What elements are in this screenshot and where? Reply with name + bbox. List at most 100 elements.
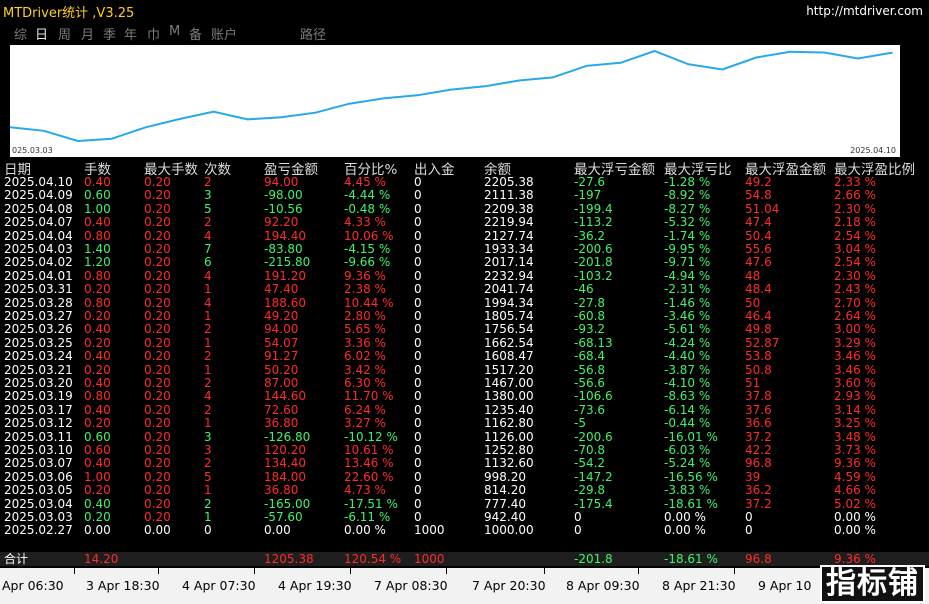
table-cell: 2025.03.06 [4,469,73,484]
tab-3[interactable]: 月 [81,28,95,43]
table-cell: 1 [204,309,212,323]
tab-4[interactable]: 季 [103,28,117,43]
table-row: 2025.03.27 0.20 0.20 1 49.20 2.80 % 0 1805.74 -6… [0,309,929,324]
tab-7[interactable]: M [169,24,181,39]
table-cell: 94.00 [264,175,299,189]
table-row: 2025.03.21 0.20 0.20 1 50.20 3.42 % 0 1517.20 -5… [0,363,929,378]
table-cell: 2025.03.26 [4,322,73,337]
table-cell: 1.00 [84,469,111,484]
table-cell: -3.87 % [664,362,711,377]
table-cell: 0 [414,349,422,364]
table-cell: 2.70 % [834,295,876,310]
table-cell: 184.00 [264,469,306,484]
total-cell: 9.36 % [834,552,876,566]
tab-2[interactable]: 周 [58,28,72,43]
table-cell: 0 [414,309,422,323]
table-cell: 0.00 [264,523,291,538]
app-title: MTDriver统计 ,V3.25 [3,6,135,21]
table-cell: -17.51 % [344,496,398,511]
table-cell: 48.4 [745,282,772,297]
table-cell: -70.8 [574,443,606,457]
table-cell: 48 [745,268,761,283]
table-cell: -113.2 [574,215,613,230]
table-cell: -200.6 [574,242,613,256]
table-cell: 0.40 [84,322,111,337]
equity-point [111,137,113,140]
tab-9[interactable]: 账户 [211,28,238,43]
table-cell: 0.60 [84,429,111,444]
table-cell: 49.8 [745,322,772,337]
table-cell: 0 [414,255,422,270]
table-cell: 1608.47 [484,349,534,364]
table-cell: 0.20 [144,228,171,243]
table-cell: -56.6 [574,376,606,390]
table-cell: 0.00 % [664,510,706,524]
table-cell: 2 [204,496,212,511]
table-cell: 0.20 [84,510,111,524]
table-cell: 0.40 [84,215,111,230]
tab-8[interactable]: 备 [189,28,203,43]
table-cell: 2025.02.27 [4,523,73,538]
table-cell: 1 [204,362,212,377]
table-row: 2025.03.03 0.20 0.20 1 -57.60 -6.11 % 0 942.40 0… [0,510,929,525]
table-cell: 1380.00 [484,389,534,404]
tab-6[interactable]: 巾 [147,28,161,43]
table-cell: 3.42 % [344,362,386,377]
column-header: 最大浮盈金额 [745,162,826,178]
table-cell: 0.20 [144,175,171,189]
table-cell: 9.36 % [834,456,876,471]
table-cell: 0 [414,242,422,256]
table-cell: -5.32 % [664,215,711,230]
tab-1[interactable]: 日 [35,28,49,43]
table-cell: -73.6 [574,402,606,417]
tab-0[interactable]: 综 [14,28,28,43]
table-cell: 1517.20 [484,362,534,377]
table-cell: 46.4 [745,309,772,323]
equity-point [857,57,859,60]
column-header: 日期 [4,162,31,178]
tab-10[interactable]: 路径 [300,28,327,43]
table-cell: 1000 [414,523,445,538]
table-cell: 2.30 % [834,268,876,283]
table-cell: 36.2 [745,483,772,498]
time-axis-tick [158,568,159,574]
table-cell: 0.60 [84,443,111,457]
table-row: 2025.04.07 0.40 0.20 2 92.20 4.33 % 0 2219.94 -1… [0,215,929,230]
table-cell: 0 [414,389,422,404]
table-cell: 2.43 % [834,282,876,297]
table-cell: 1467.00 [484,376,534,390]
table-cell: 2025.03.03 [4,510,73,524]
equity-chart-svg [10,49,893,143]
table-cell: 36.80 [264,483,299,498]
table-cell: 0 [414,282,422,297]
table-row: 2025.03.19 0.80 0.20 4 144.60 11.70 % 0 1380.00… [0,389,929,404]
table-cell: 2127.74 [484,228,534,243]
table-cell: 0.40 [84,402,111,417]
table-cell: -16.01 % [664,429,718,444]
table-cell: 2025.03.20 [4,376,73,390]
table-cell: 2025.03.04 [4,496,73,511]
table-cell: -1.28 % [664,175,711,189]
equity-point [518,79,520,82]
table-cell: 0.20 [84,335,111,350]
table-cell: 1132.60 [484,456,534,471]
table-cell: 942.40 [484,510,526,524]
website-link[interactable]: http://mtdriver.com [806,4,923,18]
table-cell: -46 [574,282,594,297]
table-cell: 0 [414,416,422,431]
table-cell: 42.2 [745,443,772,457]
table-cell: 2 [204,215,212,230]
table-cell: 2025.04.02 [4,255,73,270]
table-row: 2025.03.28 0.80 0.20 4 188.60 10.44 % 0 1994.34… [0,296,929,311]
table-cell: -8.27 % [664,201,711,216]
table-cell: -9.95 % [664,242,711,256]
table-row: 2025.03.17 0.40 0.20 2 72.60 6.24 % 0 1235.40 -7… [0,403,929,418]
table-cell: 2025.04.07 [4,215,73,230]
tab-5[interactable]: 年 [124,28,138,43]
table-cell: 4 [204,228,212,243]
table-cell: 0 [414,322,422,337]
table-cell: 5.65 % [344,322,386,337]
table-cell: 6.24 % [344,402,386,417]
table-cell: 2.30 % [834,201,876,216]
column-header: 最大浮亏比 [664,162,732,178]
